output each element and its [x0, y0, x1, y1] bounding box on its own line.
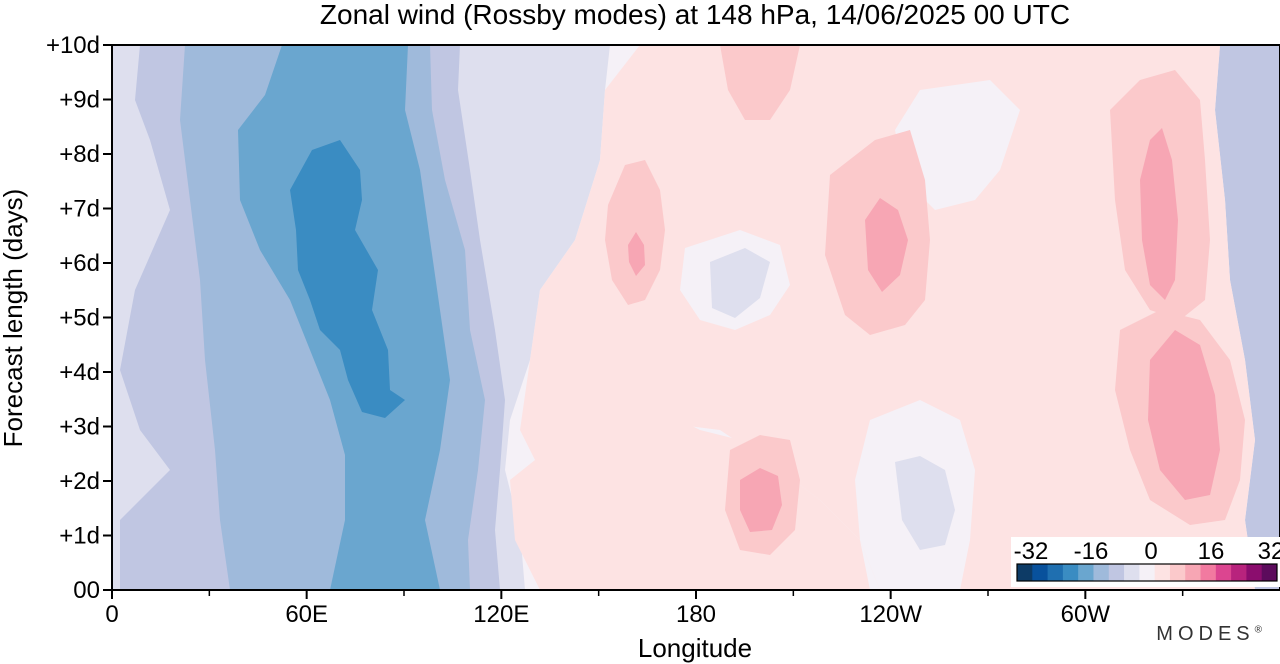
y-axis: 00 +1d +2d +3d +4d +5d +6d +7d +8d +9d +10d [46, 32, 112, 604]
contour-band-pos-3a [740, 468, 782, 532]
colorbar-swatch [1108, 564, 1125, 581]
y-tick-label: 00 [73, 577, 100, 604]
x-tick-label: 120E [473, 601, 529, 628]
colorbar-swatch [1047, 564, 1064, 581]
contour-band-neg-1c [710, 248, 770, 318]
colorbar-frame [1016, 563, 1278, 582]
contour-band-neg-2b [1215, 45, 1280, 590]
x-tick-label: 0 [105, 601, 118, 628]
watermark-text: MODES [1156, 623, 1255, 645]
colorbar-swatch [1231, 564, 1247, 581]
colorbar-swatch [1062, 564, 1079, 581]
colorbar-swatch [1017, 564, 1033, 581]
colorbar-label: -16 [1074, 538, 1109, 565]
watermark: MODES® [1156, 623, 1262, 646]
contour-band-pos-2b [720, 45, 800, 120]
contour-band-neutral-2 [895, 80, 1020, 210]
contour-band-pos-3b [865, 198, 908, 292]
y-tick-label: +6d [59, 250, 100, 277]
x-tick-label: 60W [1061, 601, 1111, 628]
y-tick-label: +9d [59, 87, 100, 114]
y-tick-label: +4d [59, 359, 100, 386]
y-tick-label: +7d [59, 196, 100, 223]
y-axis-label: Forecast length (days) [0, 189, 28, 448]
colorbar-swatch [1261, 564, 1278, 581]
colorbar-swatch [1185, 564, 1202, 581]
colorbar-swatch [1246, 564, 1263, 581]
chart-title: Zonal wind (Rossby modes) at 148 hPa, 14… [320, 0, 1070, 30]
x-tick-label: 60E [285, 601, 328, 628]
colorbar-label: 16 [1198, 538, 1225, 565]
y-tick-label: +5d [59, 305, 100, 332]
colorbar-swatch [1124, 564, 1140, 581]
contour-band-pos-2a [605, 160, 665, 305]
colorbar-swatch [1215, 564, 1232, 581]
colorbar-swatch [1200, 564, 1217, 581]
watermark-mark: ® [1254, 624, 1262, 636]
contour-band-pos-3e [628, 232, 645, 276]
colorbar-label: -32 [1014, 538, 1049, 565]
plot-area [112, 45, 1280, 590]
y-tick-label: +8d [59, 141, 100, 168]
contour-band-pos-3d [1148, 330, 1220, 500]
colorbar-swatch [1078, 564, 1094, 581]
x-tick-label: 180 [676, 601, 716, 628]
colorbar-swatch [1093, 564, 1110, 581]
x-axis-label: Longitude [638, 633, 752, 663]
contour-band-neg-5 [290, 140, 405, 418]
x-tick-label: 120W [859, 601, 922, 628]
y-tick-label: +1d [59, 523, 100, 550]
colorbar-label: 32 [1258, 538, 1280, 565]
colorbar-swatch [1169, 564, 1186, 581]
colorbar-label: 0 [1144, 538, 1157, 565]
x-axis: 0 60E 120E 180 120W 60W [105, 590, 1184, 628]
contour-band-neg-1d [895, 456, 955, 550]
colorbar-swatch [1139, 564, 1156, 581]
colorbar-swatch [1154, 564, 1171, 581]
colorbar: -32 -16 0 16 32 [1011, 537, 1280, 587]
y-tick-label: +10d [46, 32, 100, 59]
colorbar-swatch [1032, 564, 1049, 581]
y-tick-label: +3d [59, 414, 100, 441]
y-tick-label: +2d [59, 468, 100, 495]
contour-band-pos-3c [1140, 128, 1178, 300]
